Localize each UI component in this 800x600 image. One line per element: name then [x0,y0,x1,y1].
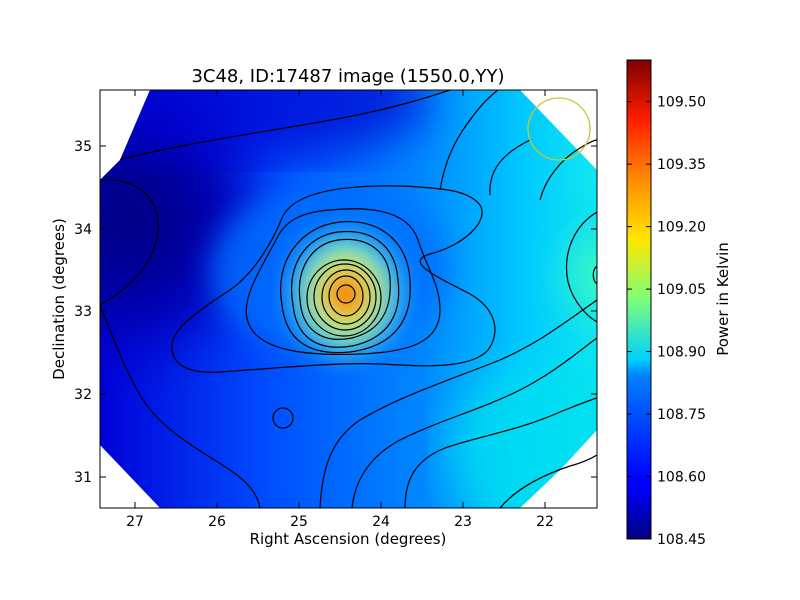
colorbar-tick-label: 109.35 [657,157,706,173]
colorbar-tick-label: 108.60 [657,470,706,486]
x-tick-label: 27 [126,514,144,530]
x-tick-26: 26 [208,90,226,530]
y-tick-35: 35 [74,139,597,155]
y-tick-label: 32 [74,387,92,403]
contour-lines [100,90,597,508]
chart-title: 3C48, ID:17487 image (1550.0,YY) [191,66,504,87]
heatmap-image [100,90,597,508]
beam-marker [527,97,591,161]
x-tick-23: 23 [454,90,472,530]
y-axis: 31 32 33 34 35 [74,139,597,486]
y-tick-33: 33 [74,304,597,320]
y-tick-31: 31 [74,470,597,486]
plot-frame [99,89,598,509]
colorbar: 109.50 109.35 109.20 109.05 108.90 108.75 108.… [626,59,732,548]
colorbar-gradient [626,59,652,540]
x-axis-label: Right Ascension (degrees) [250,530,447,548]
y-tick-label: 34 [74,222,92,238]
x-tick-22: 22 [536,90,554,530]
x-tick-label: 24 [372,514,390,530]
colorbar-label: Power in Kelvin [714,242,732,356]
y-axis-label: Declination (degrees) [50,218,68,380]
x-tick-25: 25 [290,90,308,530]
y-tick-label: 31 [74,470,92,486]
x-tick-label: 25 [290,514,308,530]
colorbar-tick-label: 109.50 [657,95,706,111]
x-tick-label: 26 [208,514,226,530]
y-tick-label: 33 [74,304,92,320]
colorbar-tick-label: 109.05 [657,282,706,298]
x-tick-label: 23 [454,514,472,530]
colorbar-tick-label: 108.45 [657,532,706,548]
y-tick-label: 35 [74,139,92,155]
colorbar-tick-label: 109.20 [657,220,706,236]
y-tick-34: 34 [74,222,597,238]
colorbar-ticks: 109.50 109.35 109.20 109.05 108.90 108.75 108.… [627,95,706,548]
x-axis: 27 26 25 24 23 22 [126,90,554,530]
colorbar-tick-label: 108.90 [657,345,706,361]
x-tick-24: 24 [372,90,390,530]
y-tick-32: 32 [74,387,597,403]
colorbar-tick-label: 108.75 [657,407,706,423]
x-tick-27: 27 [126,90,144,530]
x-tick-label: 22 [536,514,554,530]
